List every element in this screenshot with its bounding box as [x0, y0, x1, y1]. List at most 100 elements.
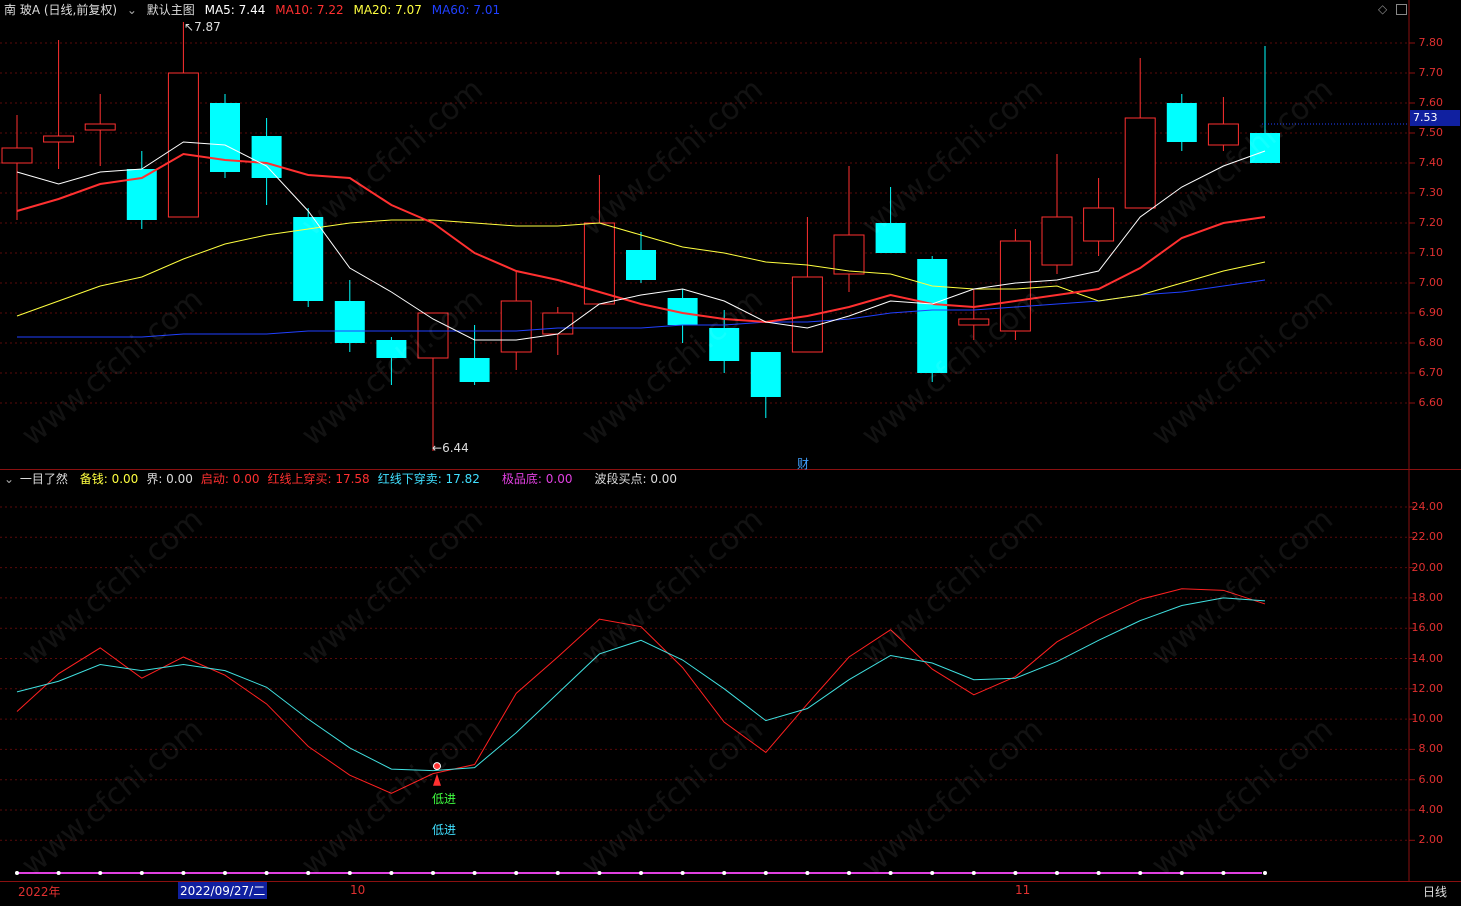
candle-body-down — [251, 136, 282, 178]
ma60-line — [17, 279, 1266, 338]
timeline-bar — [0, 881, 1461, 906]
finance-marker[interactable]: 财 — [797, 457, 810, 471]
indicator-axis-label: 24.00 — [1411, 500, 1444, 513]
candle-body-down — [376, 340, 407, 358]
ma5-line — [16, 141, 1266, 341]
sub-chart-header: ⌄ 一目了然 备钱: 0.00 界: 0.00 启动: 0.00 红线上穿买: 17.… — [4, 470, 689, 488]
indicator-axis-label: 20.00 — [1411, 560, 1444, 574]
baseline-dot — [888, 871, 893, 875]
baseline-dot — [1138, 871, 1143, 875]
candle-body-up — [1207, 123, 1239, 146]
price-axis-label: 7.70 — [1418, 66, 1444, 79]
candle-body-down — [126, 169, 157, 220]
low-entry-marker-1: 低进 — [432, 792, 457, 806]
diamond-icon[interactable]: ◇ — [1378, 2, 1388, 16]
sub-indicator-item: 界: 0.00 — [146, 472, 193, 486]
candle-body-down — [1250, 133, 1280, 163]
baseline-dot — [847, 871, 851, 875]
baseline-dot — [223, 871, 227, 875]
candle-body-down — [1166, 103, 1197, 142]
high-marker: ↖7.87 — [184, 20, 221, 34]
baseline-dot — [347, 871, 352, 875]
candle-body-down — [875, 223, 906, 253]
baseline-dot — [763, 871, 768, 875]
indicator-axis-label: 8.00 — [1418, 742, 1444, 756]
ma20-label: MA20: 7.07 — [353, 3, 422, 17]
baseline-dot — [639, 871, 643, 875]
low-entry-marker-2: 低进 — [432, 823, 457, 837]
candle-body-up — [999, 240, 1031, 332]
sub-indicator-item: 红线上穿买: 17.58 — [267, 472, 370, 486]
candle-body-down — [334, 301, 365, 343]
baseline-dot — [597, 871, 602, 875]
sub-indicator-item: 红线下穿卖: 17.82 — [377, 472, 480, 486]
candle-body-down — [709, 328, 740, 361]
price-axis-label: 6.70 — [1418, 366, 1444, 379]
chevron-down-icon[interactable]: ⌄ — [4, 472, 15, 486]
baseline-dot — [680, 871, 685, 875]
baseline-dot — [1013, 871, 1018, 875]
candle-body-up — [84, 123, 116, 131]
timeline-month-11: 11 — [1015, 883, 1031, 897]
baseline-dot — [181, 871, 186, 875]
baseline-dot — [98, 871, 103, 875]
ma10-line — [16, 152, 1266, 324]
sub-indicator-item: 极品底: 0.00 — [501, 472, 573, 486]
candle-body-down — [626, 250, 656, 280]
baseline-dot — [306, 871, 311, 875]
baseline-dot — [722, 871, 727, 875]
indicator-chart[interactable] — [0, 470, 1461, 882]
sub-indicator-item: 备钱: 0.00 — [79, 472, 139, 486]
candle-body-up — [1, 147, 33, 164]
price-axis-label: 6.60 — [1418, 396, 1444, 409]
chevron-down-icon[interactable]: ⌄ — [126, 3, 137, 17]
candle-body-up — [43, 135, 75, 143]
baseline-dot — [971, 871, 976, 875]
price-axis-label: 7.00 — [1418, 276, 1444, 289]
baseline-dot — [139, 871, 144, 875]
sub-indicator-item: 启动: 0.00 — [200, 472, 260, 486]
ma60-label: MA60: 7.01 — [431, 3, 501, 17]
baseline-dot — [805, 871, 810, 875]
buy-arrow-icon — [433, 773, 441, 786]
candlestick-chart[interactable] — [0, 0, 1461, 470]
price-axis-label: 7.20 — [1418, 216, 1444, 229]
price-axis-label: 6.90 — [1418, 306, 1444, 319]
baseline-dot — [15, 871, 19, 875]
candle-body-up — [542, 312, 574, 335]
candle-body-up — [167, 72, 199, 218]
signal-dot — [433, 762, 441, 771]
indicator-axis-label: 22.00 — [1411, 530, 1444, 544]
timeline-cursor-date: 2022/09/27/二 — [178, 882, 268, 899]
baseline-dot — [1096, 871, 1101, 875]
baseline-dot — [1263, 871, 1267, 875]
ma20-line — [16, 219, 1266, 317]
indicator-axis-label: 10.00 — [1411, 712, 1444, 726]
main-indicator-name[interactable]: 默认主图 — [146, 3, 195, 17]
cyan-line — [16, 597, 1266, 772]
baseline-dot — [1055, 871, 1059, 875]
indicator-axis-label: 4.00 — [1418, 803, 1444, 816]
baseline-dot — [930, 871, 935, 875]
price-axis-label: 7.10 — [1418, 246, 1444, 259]
indicator-axis-label: 6.00 — [1418, 772, 1444, 786]
candle-body-up — [1124, 117, 1156, 209]
candle-body-up — [958, 318, 990, 326]
sub-indicator-name[interactable]: 一目了然 — [19, 472, 68, 486]
timeline-month-10: 10 — [350, 883, 366, 897]
stock-title[interactable]: 南 玻A (日线,前复权) — [4, 3, 118, 17]
baseline-dot — [389, 871, 394, 875]
candle-body-up — [1041, 216, 1073, 266]
indicator-axis-label: 18.00 — [1411, 590, 1444, 604]
sub-indicator-item: 波段买点: 0.00 — [594, 472, 678, 486]
baseline-dot — [264, 871, 269, 875]
candle-body-up — [500, 300, 532, 353]
candle-body-up — [1083, 207, 1115, 242]
indicator-axis-label: 2.00 — [1418, 833, 1444, 847]
main-chart-header: 南 玻A (日线,前复权) ⌄ 默认主图 MA5: 7.44 MA10: 7.2… — [4, 1, 506, 19]
period-label[interactable]: 日线 — [1423, 885, 1448, 899]
baseline-dot — [431, 871, 435, 875]
maximize-icon[interactable] — [1396, 4, 1407, 15]
baseline-dot — [1179, 871, 1184, 875]
price-axis-label: 7.60 — [1418, 96, 1444, 109]
